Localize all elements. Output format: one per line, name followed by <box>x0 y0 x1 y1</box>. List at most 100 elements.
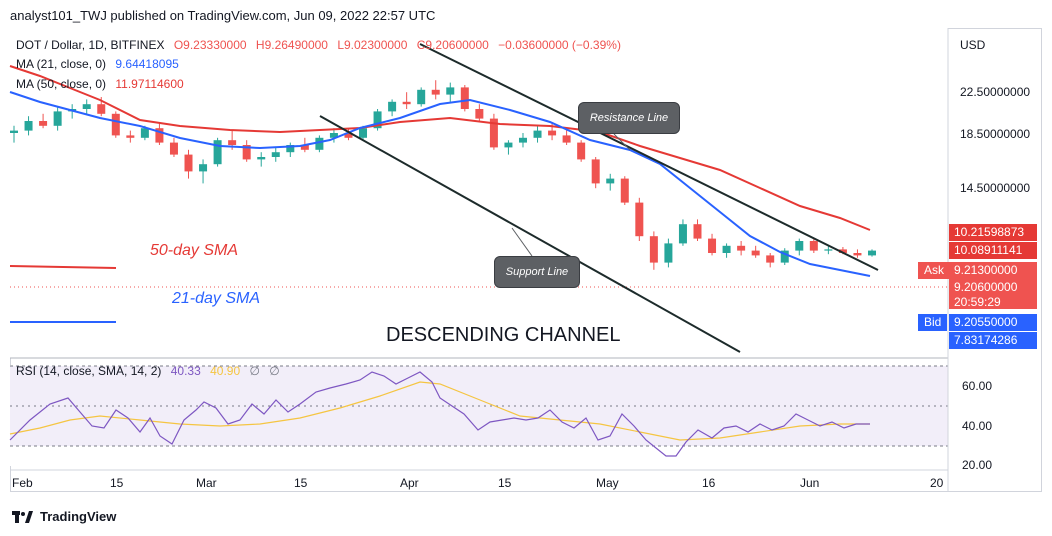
candle-body <box>228 140 237 145</box>
rsi-extra-1: ∅ <box>249 364 260 378</box>
support-callout[interactable]: Support Line <box>494 256 580 288</box>
candle-body <box>10 130 18 133</box>
x-tick-feb: Feb <box>12 476 33 490</box>
resistance-callout-pointer <box>613 133 631 151</box>
candle-body <box>460 87 469 109</box>
ma21-label: MA (21, close, 0) <box>16 57 107 71</box>
candle-body <box>475 109 484 119</box>
x-tick-jun: Jun <box>800 476 820 490</box>
candle-body <box>213 140 222 165</box>
candle-body <box>722 245 731 253</box>
resistance-callout[interactable]: Resistance Line <box>578 102 680 134</box>
candle-body <box>766 255 775 263</box>
ask-tag: Ask <box>918 262 951 279</box>
candle-body <box>751 250 760 256</box>
sma50-annotation[interactable]: 50-day SMA <box>150 242 239 259</box>
candle-body <box>373 111 382 129</box>
candle-body <box>402 101 411 105</box>
candle-body <box>315 137 324 150</box>
candle-body <box>329 133 338 138</box>
ohlc-change: −0.03600000 (−0.39%) <box>498 38 621 52</box>
candle-body <box>635 202 644 237</box>
x-tick-may: May <box>596 476 619 490</box>
candle-body <box>620 178 629 203</box>
candle-body <box>838 249 847 253</box>
candle-body <box>257 157 266 160</box>
candle-body <box>82 104 91 109</box>
currency-label: USD <box>960 38 986 52</box>
candle-body <box>824 249 833 251</box>
candle-body <box>359 128 368 138</box>
ma50-legend[interactable]: MA (50, close, 0) 11.97114600 <box>16 77 190 91</box>
candle-body <box>489 118 498 148</box>
rsi-tick-40: 40.00 <box>962 419 993 433</box>
rsi-sma-value: 40.90 <box>210 364 241 378</box>
sma50-legend-line <box>9 265 117 269</box>
candle-body <box>809 241 818 251</box>
bid-price-badge: 9.20550000 <box>949 314 1037 331</box>
candle-body <box>344 133 353 138</box>
x-tick-mar-15: 15 <box>294 476 308 490</box>
candle-body <box>562 135 571 143</box>
candle-body <box>518 137 527 143</box>
candle-body <box>111 113 120 136</box>
candle-body <box>795 241 804 251</box>
candle-body <box>853 253 862 256</box>
tradingview-logo-icon <box>12 510 33 523</box>
candle-body <box>300 145 309 150</box>
rsi-label: RSI (14, close, SMA, 14, 2) <box>16 364 162 378</box>
candle-body <box>591 159 600 184</box>
price-pane <box>10 28 948 358</box>
ma50-line <box>9 65 871 231</box>
low-level-badge: 7.83174286 <box>949 332 1037 349</box>
candle-body <box>533 130 542 138</box>
ma21-legend[interactable]: MA (21, close, 0) 9.64418095 <box>16 57 185 71</box>
candle-body <box>446 87 455 95</box>
channel-annotation[interactable]: DESCENDING CHANNEL <box>386 324 621 346</box>
candle-body <box>606 178 615 184</box>
ma21-value: 9.64418095 <box>115 57 179 71</box>
candle-body <box>693 224 702 239</box>
candle-body <box>431 89 440 95</box>
rsi-value: 40.33 <box>170 364 201 378</box>
candle-body <box>155 128 164 143</box>
ohlc-high: H9.26490000 <box>255 38 328 52</box>
resistance-trendline[interactable] <box>419 43 879 271</box>
candle-body <box>417 89 426 105</box>
tradingview-logo-link[interactable]: TradingView <box>12 509 116 524</box>
last-price-badge: 9.20600000 20:59:29 <box>949 279 1037 309</box>
x-tick-jun-20: 20 <box>930 476 944 490</box>
candle-body <box>271 152 280 157</box>
price-tick-1: 22.50000000 <box>960 85 1031 99</box>
candle-body <box>53 111 62 126</box>
rsi-sma-line <box>9 381 870 441</box>
candle-body <box>242 145 251 160</box>
ma21-line <box>9 91 871 277</box>
ma50-label: MA (50, close, 0) <box>16 77 107 91</box>
rsi-line <box>9 371 870 457</box>
ohlc-close: C9.20600000 <box>416 38 489 52</box>
candle-body <box>649 236 658 263</box>
ohlc-low: L9.02300000 <box>337 38 408 52</box>
candle-body <box>504 142 513 148</box>
support-trendline[interactable] <box>319 115 741 353</box>
support-callout-pointer <box>511 227 533 257</box>
candle-body <box>868 250 876 256</box>
ma50-value: 11.97114600 <box>115 77 184 91</box>
rsi-tick-60: 60.00 <box>962 379 993 393</box>
bid-tag: Bid <box>918 314 948 331</box>
x-tick-apr-15: 15 <box>498 476 512 490</box>
candle-body <box>708 238 717 253</box>
rsi-extra-2: ∅ <box>269 364 280 378</box>
symbol-legend[interactable]: DOT / Dollar, 1D, BITFINEX O9.23330000 H… <box>16 38 627 52</box>
sma21-annotation[interactable]: 21-day SMA <box>172 290 261 307</box>
candles-group <box>10 80 876 270</box>
rsi-legend[interactable]: RSI (14, close, SMA, 14, 2) 40.33 40.90 … <box>16 364 286 378</box>
candle-body <box>664 243 673 263</box>
x-tick-apr: Apr <box>400 476 419 490</box>
last-price-value: 9.20600000 <box>954 280 1018 294</box>
candle-body <box>126 135 135 138</box>
candle-body <box>737 245 746 251</box>
candle-body <box>388 101 397 112</box>
